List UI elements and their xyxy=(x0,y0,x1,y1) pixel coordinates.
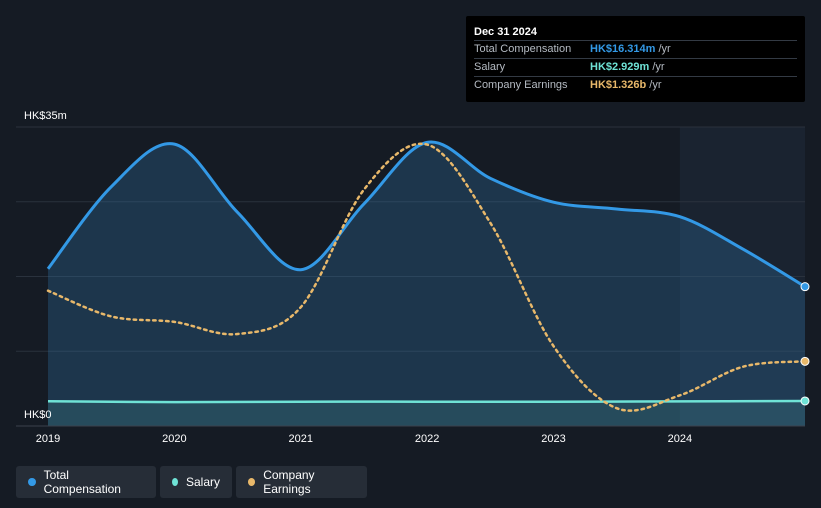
legend-dot xyxy=(248,478,256,486)
tooltip-label: Company Earnings xyxy=(474,79,568,91)
salary-line xyxy=(47,399,806,404)
legend-salary[interactable]: Salary xyxy=(160,466,232,498)
tooltip-label: Salary xyxy=(474,61,506,73)
tooltip-value: HK$1.326b xyxy=(590,79,647,91)
company-earnings-line xyxy=(46,142,807,412)
tooltip-value: HK$16.314m xyxy=(590,43,656,55)
tooltip-row-salary: Salary HK$2.929m /yr xyxy=(474,58,797,76)
tooltip-label: Total Compensation xyxy=(474,43,572,55)
tooltip-unit: /yr xyxy=(652,61,665,73)
legend-company-earnings[interactable]: Company Earnings xyxy=(236,466,367,498)
salary-area xyxy=(48,401,805,426)
legend-dot xyxy=(172,478,178,486)
tooltip: Dec 31 2024 Total Compensation HK$16.314… xyxy=(466,16,805,102)
company-earnings-end-marker[interactable] xyxy=(800,356,810,366)
legend-label: Salary xyxy=(185,475,220,489)
salary-end-marker[interactable] xyxy=(800,396,810,406)
legend-label: Total Compensation xyxy=(43,468,121,496)
x-tick-labels: 2019 2020 2021 2022 2023 2024 xyxy=(36,433,692,445)
x-tick-label: 2021 xyxy=(289,433,313,445)
total-compensation-line xyxy=(46,140,806,288)
y-tick-label-min: HK$0 xyxy=(24,409,52,421)
x-tick-label: 2023 xyxy=(541,433,565,445)
x-tick-label: 2020 xyxy=(162,433,186,445)
x-tick-label: 2022 xyxy=(415,433,439,445)
tooltip-unit: /yr xyxy=(658,43,671,55)
legend-dot xyxy=(28,478,36,486)
y-tick-label-max: HK$35m xyxy=(24,110,67,122)
total-compensation-end-marker[interactable] xyxy=(800,282,810,292)
x-tick-label: 2019 xyxy=(36,433,60,445)
tooltip-value: HK$2.929m xyxy=(590,61,650,73)
tooltip-row-total: Total Compensation HK$16.314m /yr xyxy=(474,40,797,58)
tooltip-date: Dec 31 2024 xyxy=(474,26,537,38)
gridlines xyxy=(16,126,805,352)
x-tick-label: 2024 xyxy=(668,433,692,445)
legend-total-compensation[interactable]: Total Compensation xyxy=(16,466,156,498)
tooltip-row-earnings: Company Earnings HK$1.326b /yr xyxy=(474,76,797,94)
legend-label: Company Earnings xyxy=(263,468,315,496)
tooltip-unit: /yr xyxy=(649,79,662,91)
